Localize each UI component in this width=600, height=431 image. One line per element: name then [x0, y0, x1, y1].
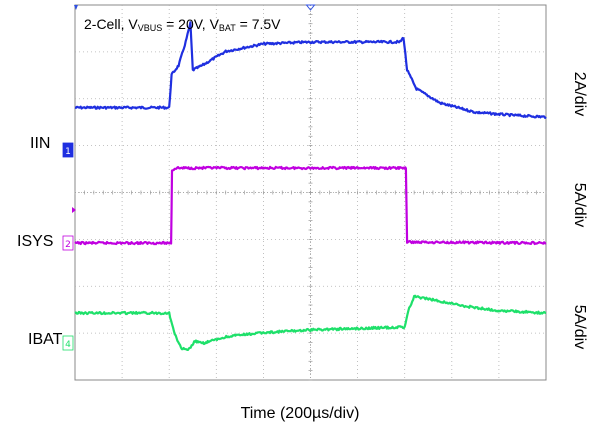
channel-label-iin: IIN: [30, 135, 51, 152]
trace-ibat: [74, 294, 547, 351]
channel-marker-box: [62, 335, 74, 351]
channel-marker-ibat: 4: [62, 335, 74, 351]
channel-marker-iin: 1: [62, 142, 74, 158]
channel-marker-number: 2: [65, 240, 71, 250]
channel-marker-box: [62, 142, 74, 158]
scale-label-iin: 2A/div: [571, 71, 588, 117]
channel-marker-isys: 2: [62, 235, 74, 251]
chart-title: 2-Cell, VVBUS = 20V, VBAT = 7.5V: [84, 16, 281, 33]
channel-label-ibat: IBAT: [28, 331, 63, 348]
trigger-center-marker: [305, 4, 316, 11]
trigger-position-marker: [74, 5, 78, 10]
scale-label-ibat: 5A/div: [571, 304, 588, 350]
channel-label-isys: ISYS: [17, 233, 54, 250]
channel-marker-number: 1: [65, 147, 71, 157]
x-axis-label: Time (200µs/div): [240, 405, 360, 422]
isys-offset-marker: [72, 207, 76, 213]
trace-iin: [74, 21, 547, 119]
channel-marker-box: [62, 235, 74, 251]
trace-isys: [74, 165, 547, 246]
scale-label-isys: 5A/div: [571, 182, 588, 228]
channel-marker-number: 4: [65, 340, 71, 350]
